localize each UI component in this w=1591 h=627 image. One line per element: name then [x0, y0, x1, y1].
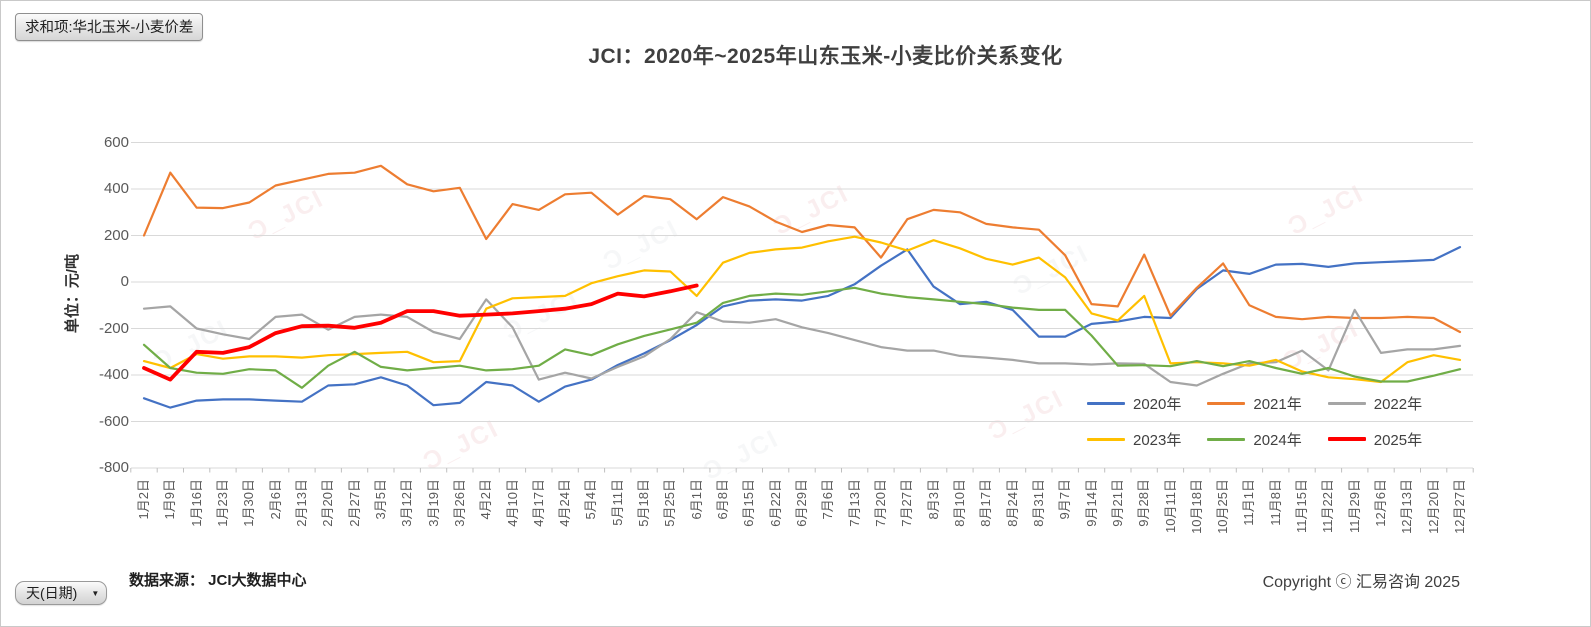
legend-label: 2025年 — [1373, 431, 1423, 449]
axis-field-label: 天(日期) — [26, 585, 78, 601]
x-tick-label: 7月20日 — [873, 479, 888, 527]
x-tick-label: 10月25日 — [1215, 479, 1231, 534]
y-tick-label: -600 — [98, 412, 129, 430]
x-tick-label: 11月8日 — [1267, 479, 1283, 526]
x-tick-label: 5月4日 — [583, 479, 599, 520]
series-line-2025年[interactable] — [142, 283, 699, 382]
legend-label: 2020年 — [1133, 395, 1182, 413]
legend-line-swatch — [1207, 401, 1246, 405]
x-tick-label: 11月1日 — [1241, 479, 1257, 526]
x-tick-label: 4月24日 — [557, 479, 573, 527]
x-tick-label: 11月22日 — [1320, 479, 1336, 533]
x-tick-label: 2月13日 — [293, 479, 309, 527]
legend-label: 2021年 — [1253, 395, 1302, 413]
x-tick-label: 5月25日 — [662, 479, 678, 527]
legend-item-2025年[interactable]: 2025年 — [1327, 429, 1423, 450]
y-tick-label: 0 — [120, 273, 129, 290]
x-tick-label: 1月16日 — [188, 479, 204, 527]
legend-item-2022年[interactable]: 2022年 — [1327, 393, 1423, 414]
legend-line-swatch — [1087, 437, 1125, 441]
x-tick-label: 9月14日 — [1083, 479, 1099, 527]
y-tick-label: 400 — [103, 180, 129, 197]
x-tick-label: 5月11日 — [609, 479, 625, 526]
x-tick-label: 8月10日 — [951, 479, 967, 527]
dropdown-arrow-icon[interactable]: ▼ — [91, 588, 100, 598]
x-tick-label: 6月1日 — [688, 479, 704, 520]
legend-label: 2022年 — [1373, 395, 1423, 413]
x-tick-label: 7月13日 — [846, 479, 862, 527]
y-tick-label: -200 — [98, 319, 129, 337]
x-tick-label: 11月29日 — [1346, 479, 1362, 533]
copyright-label: Copyright ⓒ 汇易咨询 2025 — [1262, 574, 1460, 591]
x-tick-label: 4月10日 — [504, 479, 520, 527]
x-tick-label: 4月17日 — [530, 479, 546, 527]
x-tick-label: 9月21日 — [1109, 479, 1125, 527]
x-tick-label: 12月6日 — [1373, 479, 1388, 527]
x-tick-label: 1月9日 — [162, 479, 178, 520]
x-tick-label: 11月15日 — [1294, 479, 1310, 533]
pivot-field-button[interactable]: 求和项:华北玉米-小麦价差 — [15, 13, 204, 41]
legend-line-swatch — [1207, 437, 1246, 441]
x-tick-label: 12月13日 — [1399, 479, 1415, 534]
legend-item-2021年[interactable]: 2021年 — [1207, 393, 1302, 414]
series-line-2022年[interactable] — [142, 298, 1462, 387]
x-tick-label: 9月28日 — [1136, 479, 1152, 527]
series-line-2021年[interactable] — [142, 164, 1462, 334]
x-tick-label: 8月3日 — [925, 479, 941, 520]
x-tick-label: 3月5日 — [372, 479, 388, 520]
x-tick-label: 10月11日 — [1162, 479, 1178, 533]
x-tick-label: 4月2日 — [478, 479, 494, 520]
chart-legend: 2020年 2021年 2022年 2023年 2024年 2025年 — [1087, 392, 1422, 450]
y-tick-label: -800 — [98, 459, 129, 476]
y-tick-label: 600 — [103, 133, 129, 151]
series-line-2023年[interactable] — [142, 235, 1462, 384]
data-source-label: 数据来源： JCI大数据中心 — [129, 572, 307, 589]
chart-title: JCI：2020年~2025年山东玉米-小麦比价关系变化 — [588, 45, 1063, 68]
x-tick-label: 2月27日 — [346, 479, 362, 527]
legend-label: 2024年 — [1253, 431, 1302, 449]
x-tick-label: 8月24日 — [1004, 479, 1020, 527]
legend-label: 2023年 — [1133, 431, 1182, 449]
x-tick-label: 6月29日 — [794, 479, 809, 527]
x-tick-label: 3月12日 — [399, 479, 415, 527]
y-tick-label: 200 — [103, 226, 129, 244]
legend-line-swatch — [1327, 436, 1366, 442]
x-tick-label: 1月2日 — [136, 479, 151, 520]
legend-row: 2020年 2021年 2022年 — [1087, 392, 1422, 414]
x-tick-label: 1月30日 — [241, 479, 257, 527]
x-tick-label: 5月18日 — [636, 479, 652, 527]
x-tick-label: 8月17日 — [978, 479, 994, 527]
axis-field-button[interactable]: 天(日期) ▼ — [15, 581, 108, 605]
legend-line-swatch — [1327, 401, 1366, 405]
x-tick-label: 7月6日 — [820, 479, 836, 520]
x-tick-label: 6月8日 — [715, 479, 730, 520]
x-tick-label: 8月31日 — [1030, 479, 1046, 527]
legend-row: 2023年 2024年 2025年 — [1087, 428, 1422, 450]
x-tick-label: 6月15日 — [741, 479, 757, 527]
x-tick-label: 1月23日 — [215, 479, 230, 527]
series-line-2020年[interactable] — [142, 246, 1462, 409]
x-tick-label: 9月7日 — [1057, 479, 1073, 520]
x-tick-label: 12月20日 — [1425, 479, 1441, 534]
x-tick-label: 12月27日 — [1452, 479, 1467, 534]
legend-item-2024年[interactable]: 2024年 — [1207, 429, 1302, 450]
series-line-2024年[interactable] — [142, 286, 1462, 389]
legend-line-swatch — [1087, 401, 1125, 405]
legend-item-2023年[interactable]: 2023年 — [1087, 429, 1181, 450]
x-tick-label: 7月27日 — [899, 479, 915, 527]
x-tick-label: 3月19日 — [425, 479, 441, 527]
x-tick-label: 10月18日 — [1188, 479, 1204, 534]
x-tick-label: 3月26日 — [451, 479, 467, 527]
x-tick-label: 2月20日 — [320, 479, 336, 527]
y-tick-label: -400 — [98, 366, 129, 383]
legend-item-2020年[interactable]: 2020年 — [1087, 393, 1181, 414]
x-tick-label: 2月6日 — [267, 479, 283, 520]
x-tick-label: 6月22日 — [767, 479, 783, 527]
